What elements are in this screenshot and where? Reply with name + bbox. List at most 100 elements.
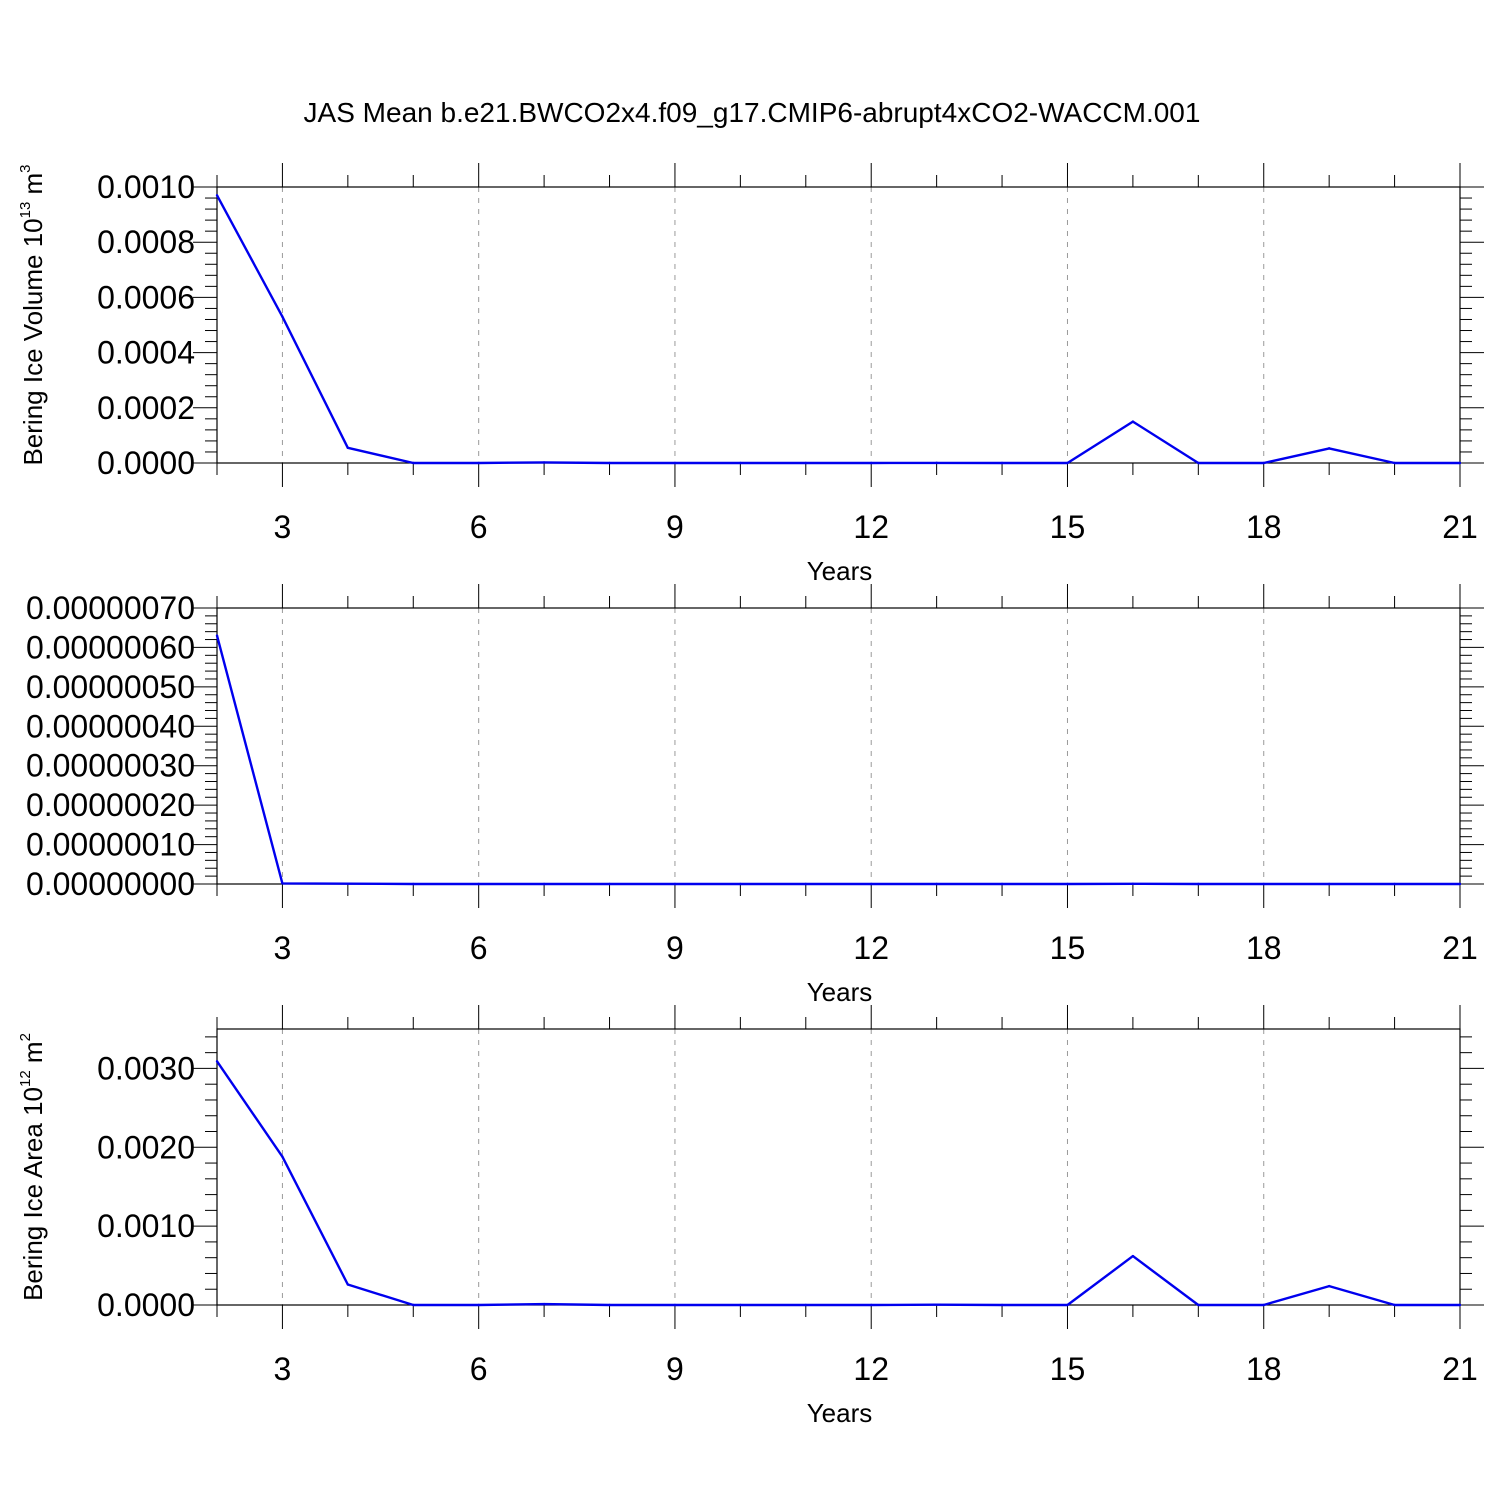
data-point xyxy=(346,446,350,450)
x-axis-label: Years xyxy=(807,1398,873,1428)
series-line xyxy=(215,635,1460,886)
data-point xyxy=(542,1302,546,1306)
x-tick-label: 21 xyxy=(1442,509,1478,545)
data-point xyxy=(673,1303,677,1307)
data-point xyxy=(1197,461,1200,465)
data-point xyxy=(1131,882,1135,886)
data-point xyxy=(542,461,546,464)
data-point xyxy=(1000,1303,1004,1307)
panel-3: 0.0000 0.0010 0.0020 0.0030 3 6 9 12 15 18 21 Years… xyxy=(17,1005,1484,1428)
data-point xyxy=(1327,1284,1331,1288)
data-point xyxy=(608,461,611,465)
y-tick-label: 0.0010 xyxy=(97,169,195,205)
x-tick-label: 3 xyxy=(274,930,292,966)
data-point xyxy=(739,1303,742,1307)
data-point xyxy=(608,882,611,886)
data-point xyxy=(804,882,807,886)
x-tick-label: 21 xyxy=(1442,930,1478,966)
data-point xyxy=(1066,461,1069,465)
plot-frame xyxy=(216,186,1461,464)
y-tick-label: 0.0006 xyxy=(97,279,195,315)
data-point xyxy=(673,461,677,465)
data-point xyxy=(215,194,219,197)
data-point xyxy=(1262,882,1265,886)
data-point xyxy=(412,882,415,886)
data-point xyxy=(1327,882,1331,886)
data-point xyxy=(1327,447,1331,450)
y-tick-label: 0.0030 xyxy=(97,1050,195,1086)
data-point xyxy=(412,1303,415,1307)
data-point xyxy=(281,1155,284,1158)
x-tick-label: 18 xyxy=(1246,509,1282,545)
data-point xyxy=(1131,420,1135,423)
data-point xyxy=(1458,461,1462,465)
data-point xyxy=(1393,882,1396,886)
y-tick-label: 0.00000010 xyxy=(26,827,195,863)
x-tick-label: 15 xyxy=(1050,1351,1086,1387)
x-axis-label: Years xyxy=(807,556,873,586)
data-point xyxy=(608,1303,611,1307)
plot-frame xyxy=(216,1028,1461,1306)
data-point xyxy=(739,882,742,886)
y-tick-label: 0.00000050 xyxy=(26,669,195,705)
data-point xyxy=(281,882,284,885)
data-point xyxy=(215,634,219,637)
x-tick-label: 9 xyxy=(666,1351,684,1387)
data-point xyxy=(1066,1303,1069,1307)
x-axis-label: Years xyxy=(807,977,873,1007)
x-tick-label: 6 xyxy=(470,509,488,545)
x-tick-label: 12 xyxy=(853,509,889,545)
x-tick-label: 18 xyxy=(1246,930,1282,966)
data-point xyxy=(215,1060,219,1063)
data-point xyxy=(1262,461,1265,465)
data-point xyxy=(870,1303,873,1307)
y-tick-label: 0.0008 xyxy=(97,224,195,260)
chart-title: JAS Mean b.e21.BWCO2x4.f09_g17.CMIP6-abr… xyxy=(304,97,1201,128)
data-point xyxy=(1458,882,1462,886)
data-point xyxy=(477,461,480,465)
data-point xyxy=(1458,1303,1462,1307)
y-tick-label: 0.0002 xyxy=(97,390,195,426)
x-tick-label: 3 xyxy=(274,1351,292,1387)
chart-panels: 0.0000 0.0002 0.0004 0.0006 0.0008 0.0010 3 6 9 1… xyxy=(17,163,1484,1428)
data-point xyxy=(542,882,546,886)
y-tick-label: 0.00000040 xyxy=(26,708,195,744)
x-tick-label: 15 xyxy=(1050,509,1086,545)
data-point xyxy=(935,882,938,886)
data-point xyxy=(1197,882,1200,886)
x-tick-label: 3 xyxy=(274,509,292,545)
y-tick-label: 0.0010 xyxy=(97,1208,195,1244)
data-point xyxy=(870,882,873,886)
y-tick-label: 0.0000 xyxy=(97,445,195,481)
data-point xyxy=(935,1303,938,1306)
x-tick-label: 6 xyxy=(470,930,488,966)
y-axis-label: Bering Ice Area 1012 m2 xyxy=(17,1033,48,1301)
y-tick-label: 0.00000030 xyxy=(26,748,195,784)
plot-frame xyxy=(216,607,1461,885)
y-tick-label: 0.0000 xyxy=(97,1287,195,1323)
x-tick-label: 9 xyxy=(666,930,684,966)
data-point xyxy=(1066,882,1069,886)
data-point xyxy=(346,1283,350,1286)
data-point xyxy=(1393,461,1396,465)
data-point xyxy=(804,461,807,465)
data-point xyxy=(1131,1254,1135,1258)
series-line xyxy=(215,194,1460,465)
x-tick-label: 12 xyxy=(853,930,889,966)
y-tick-label: 0.00000060 xyxy=(26,629,195,665)
data-point xyxy=(673,882,677,886)
y-tick-label: 0.00000070 xyxy=(26,590,195,626)
y-tick-label: 0.00000020 xyxy=(26,787,195,823)
data-point xyxy=(739,461,742,465)
data-point xyxy=(281,315,284,318)
data-point xyxy=(935,461,938,465)
data-point xyxy=(412,461,415,465)
x-tick-label: 21 xyxy=(1442,1351,1478,1387)
x-tick-label: 9 xyxy=(666,509,684,545)
data-point xyxy=(1000,461,1004,465)
data-point xyxy=(1000,882,1004,886)
x-tick-label: 12 xyxy=(853,1351,889,1387)
x-tick-label: 6 xyxy=(470,1351,488,1387)
